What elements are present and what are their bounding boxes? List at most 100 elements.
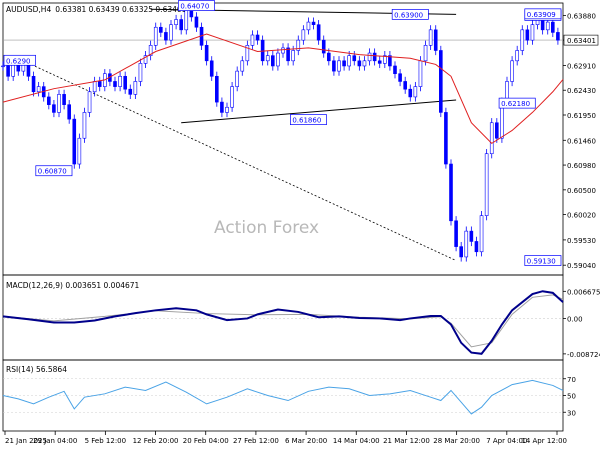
candle-body bbox=[255, 34, 260, 41]
candle-body bbox=[138, 63, 143, 82]
candle-body bbox=[484, 153, 489, 216]
x-tick-label: 12 Feb 20:00 bbox=[133, 437, 179, 445]
candle-body bbox=[97, 81, 102, 87]
rsi-line bbox=[2, 379, 564, 415]
candle-body bbox=[301, 29, 306, 41]
macd-y-tick-label: 0.00 bbox=[567, 315, 583, 323]
macd-y-tick-label: 0.006675 bbox=[567, 288, 600, 296]
watermark: Action Forex bbox=[214, 218, 319, 238]
candle-body bbox=[220, 101, 224, 113]
candle-body bbox=[159, 26, 163, 33]
price-annotation-box bbox=[524, 255, 562, 266]
x-tick-label: 21 Mar 12:00 bbox=[383, 437, 430, 445]
rsi-panel-title: RSI(14) 56.5864 bbox=[6, 365, 67, 374]
candle-body bbox=[143, 55, 148, 64]
candle-body bbox=[148, 45, 153, 56]
x-tick-label: 29 Jan 04:00 bbox=[33, 437, 77, 445]
x-tick-label: 21 Jan 2025 bbox=[5, 437, 47, 445]
candle-body bbox=[469, 230, 474, 242]
macd-y-tick-label: -0.008724 bbox=[567, 351, 600, 359]
price-y-tick-label: 0.63880 bbox=[567, 12, 596, 20]
price-annotation-box bbox=[391, 9, 429, 20]
candle-body bbox=[372, 52, 377, 62]
candle-body bbox=[357, 60, 362, 67]
candle-body bbox=[316, 24, 321, 41]
candle-body bbox=[479, 215, 484, 253]
candle-body bbox=[271, 55, 275, 67]
price-y-tick-label: 0.63401 bbox=[567, 37, 596, 45]
candle-body bbox=[556, 32, 560, 41]
candle-body bbox=[31, 75, 36, 93]
candle-body bbox=[332, 60, 336, 72]
candle-body bbox=[113, 81, 117, 87]
candle-body bbox=[123, 75, 127, 90]
candle-body bbox=[337, 60, 341, 72]
candle-body bbox=[281, 47, 285, 54]
candle-body bbox=[169, 24, 173, 41]
price-annotation-box bbox=[524, 8, 562, 20]
candle-body bbox=[209, 60, 214, 77]
x-tick-label: 14 Mar 04:00 bbox=[333, 437, 380, 445]
candle-body bbox=[362, 60, 367, 67]
candle-body bbox=[515, 50, 519, 62]
price-y-tick-label: 0.61460 bbox=[567, 137, 596, 145]
candle-body bbox=[306, 21, 311, 31]
candle-body bbox=[215, 75, 219, 103]
candle-body bbox=[72, 118, 77, 165]
candle-body bbox=[57, 94, 61, 113]
candle-body bbox=[62, 94, 66, 105]
candle-body bbox=[133, 81, 138, 95]
candle-body bbox=[153, 26, 158, 46]
candle-body bbox=[347, 55, 351, 67]
candle-body bbox=[530, 24, 535, 41]
price-annotation-box bbox=[498, 97, 536, 109]
candle-body bbox=[439, 50, 443, 113]
rsi-y-tick-label: 70 bbox=[567, 376, 576, 384]
macd-panel-title: MACD(12,26,9) 0.003651 0.004671 bbox=[6, 281, 140, 290]
candle-body bbox=[454, 220, 458, 247]
current-price-label-box bbox=[563, 34, 599, 46]
candle-body bbox=[6, 65, 10, 77]
x-tick-label: 14 Apr 12:00 bbox=[521, 437, 567, 445]
price-annotation-label: 0.6290 bbox=[6, 57, 31, 65]
candle-body bbox=[418, 60, 423, 87]
x-tick-label: 6 Mar 20:00 bbox=[285, 437, 327, 445]
candle-body bbox=[245, 45, 250, 62]
price-annotation-label: 0.62180 bbox=[501, 100, 530, 108]
x-tick-label: 20 Feb 04:00 bbox=[183, 437, 229, 445]
price-annotation-label: 0.61860 bbox=[292, 117, 321, 125]
price-annotation-box bbox=[178, 0, 215, 11]
candle-body bbox=[433, 29, 438, 51]
candle-body bbox=[551, 21, 555, 33]
candle-body bbox=[352, 55, 357, 62]
candle-body bbox=[52, 104, 56, 113]
price-y-tick-label: 0.59040 bbox=[567, 262, 596, 270]
candle-body bbox=[464, 230, 469, 258]
candle-body bbox=[36, 86, 41, 93]
price-annotation-label: 0.63900 bbox=[394, 11, 423, 19]
candle-body bbox=[545, 21, 550, 31]
x-tick-label: 5 Feb 12:00 bbox=[85, 437, 126, 445]
price-annotation-label: 0.59130 bbox=[527, 258, 556, 266]
candle-body bbox=[164, 32, 168, 41]
x-tick-label: 27 Feb 12:00 bbox=[233, 437, 279, 445]
candle-body bbox=[225, 106, 229, 113]
price-y-tick-label: 0.60020 bbox=[567, 212, 596, 220]
candle-body bbox=[474, 241, 479, 253]
candle-body bbox=[296, 39, 301, 51]
candle-body bbox=[82, 112, 87, 139]
candle-body bbox=[291, 50, 295, 62]
price-annotation-label: 0.63909 bbox=[527, 11, 556, 19]
candle-body bbox=[77, 137, 82, 165]
candle-body bbox=[118, 75, 122, 87]
candle-body bbox=[265, 55, 270, 62]
x-tick-label: 28 Mar 20:00 bbox=[433, 437, 480, 445]
candle-body bbox=[388, 55, 392, 67]
price-y-tick-label: 0.60980 bbox=[567, 162, 596, 170]
candle-body bbox=[184, 8, 189, 31]
x-tick-label: 7 Apr 04:00 bbox=[486, 437, 527, 445]
candle-body bbox=[194, 16, 199, 28]
candle-body bbox=[393, 65, 397, 75]
